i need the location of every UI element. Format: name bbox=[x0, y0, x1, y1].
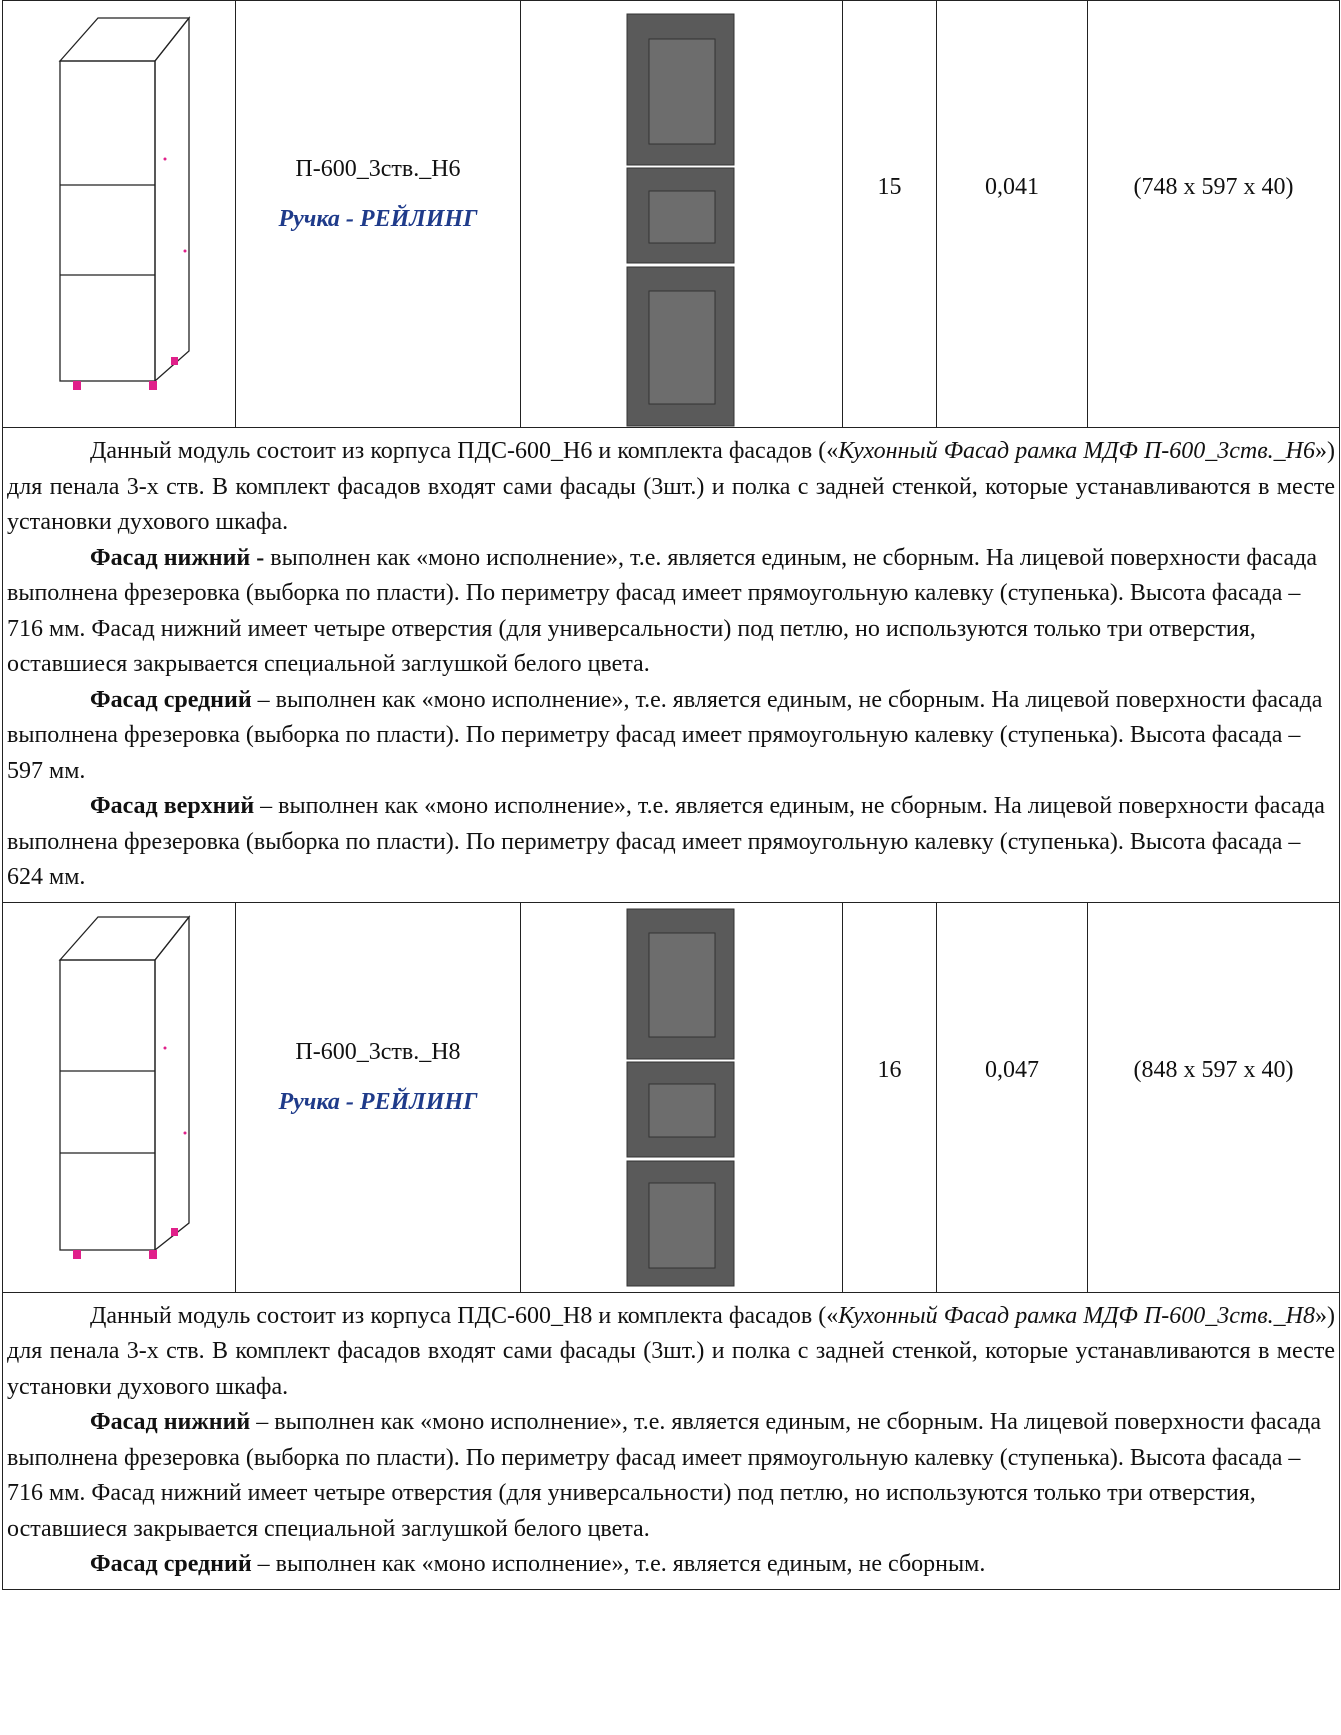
bold-lead: Фасад средний bbox=[90, 686, 252, 713]
cabinet-cell bbox=[2, 901, 236, 1293]
dimensions: (848 х 597 х 40) bbox=[1133, 1057, 1294, 1083]
module-name: П-600_3ств._Н6 bbox=[295, 156, 461, 182]
facade-drawing bbox=[626, 908, 735, 1286]
italic-text: Кухонный Фасад рамка МДФ П-600_3ств._Н8 bbox=[838, 1302, 1315, 1329]
description-row: Данный модуль состоит из корпуса ПДС-600… bbox=[2, 427, 1340, 903]
italic-text: Кухонный Фасад рамка МДФ П-600_3ств._Н6 bbox=[838, 438, 1315, 464]
paragraph: Фасад средний – выполнен как «моно испол… bbox=[7, 1547, 1335, 1583]
quantity: 16 bbox=[877, 1057, 902, 1083]
facade-cell bbox=[520, 901, 843, 1293]
description-row: Данный модуль состоит из корпуса ПДС-600… bbox=[2, 1291, 1340, 1590]
description: Данный модуль состоит из корпуса ПДС-600… bbox=[2, 1291, 1340, 1590]
quantity: 15 bbox=[877, 174, 902, 200]
volume: 0,041 bbox=[985, 174, 1039, 200]
paragraph: Фасад верхний – выполнен как «моно испол… bbox=[7, 789, 1335, 896]
cabinet-drawing bbox=[58, 16, 191, 390]
text: – выполнен как «моно исполнение», т.е. я… bbox=[7, 1409, 1322, 1542]
paragraph: Фасад средний – выполнен как «моно испол… bbox=[7, 683, 1335, 790]
name-cell: П-600_3ств._Н8 Ручка - РЕЙЛИНГ bbox=[235, 901, 521, 1293]
bold-lead: Фасад нижний - bbox=[90, 544, 265, 571]
text: Данный модуль состоит из корпуса ПДС-600… bbox=[90, 1302, 839, 1329]
volume-cell: 0,047 bbox=[936, 901, 1088, 1293]
item-row: П-600_3ств._Н8 Ручка - РЕЙЛИНГ 16 0,047 (… bbox=[2, 901, 1340, 1293]
facade-cell bbox=[520, 0, 843, 428]
text: Данный модуль состоит из корпуса ПДС-600… bbox=[90, 438, 839, 464]
dimensions: (748 х 597 х 40) bbox=[1133, 174, 1294, 200]
paragraph: Фасад нижний - выполнен как «моно исполн… bbox=[7, 541, 1335, 683]
paragraph: Фасад нижний – выполнен как «моно исполн… bbox=[7, 1405, 1335, 1547]
bold-lead: Фасад нижний bbox=[90, 1409, 251, 1435]
text: – выполнен как «моно исполнение», т.е. я… bbox=[251, 1551, 986, 1577]
text: ») для пенала 3-х ств. В комплект фасадо… bbox=[7, 1302, 1335, 1400]
handle-type: Ручка - РЕЙЛИНГ bbox=[278, 1089, 478, 1115]
dimensions-cell: (748 х 597 х 40) bbox=[1087, 0, 1340, 428]
description: Данный модуль состоит из корпуса ПДС-600… bbox=[2, 427, 1340, 903]
text: ») для пенала 3-х ств. В комплект фасадо… bbox=[7, 438, 1335, 535]
bold-lead: Фасад средний bbox=[90, 1551, 252, 1577]
quantity-cell: 15 bbox=[842, 0, 937, 428]
handle-type: Ручка - РЕЙЛИНГ bbox=[278, 206, 478, 232]
text: – выполнен как «моно исполнение», т.е. я… bbox=[7, 793, 1325, 890]
text: – выполнен как «моно исполнение», т.е. я… bbox=[7, 686, 1323, 784]
facade-drawing bbox=[626, 13, 735, 427]
dimensions-cell: (848 х 597 х 40) bbox=[1087, 901, 1340, 1293]
item-row: П-600_3ств._Н6 Ручка - РЕЙЛИНГ 15 0,041 (… bbox=[2, 0, 1340, 428]
bold-lead: Фасад верхний bbox=[90, 793, 255, 819]
text: выполнен как «моно исполнение», т.е. явл… bbox=[7, 544, 1317, 678]
cabinet-cell bbox=[2, 0, 236, 428]
volume-cell: 0,041 bbox=[936, 0, 1088, 428]
spec-table: П-600_3ств._Н6 Ручка - РЕЙЛИНГ 15 0,041 (… bbox=[2, 0, 1340, 1590]
paragraph: Данный модуль состоит из корпуса ПДС-600… bbox=[7, 1299, 1335, 1406]
quantity-cell: 16 bbox=[842, 901, 937, 1293]
volume: 0,047 bbox=[985, 1057, 1039, 1083]
paragraph: Данный модуль состоит из корпуса ПДС-600… bbox=[7, 434, 1335, 541]
module-name: П-600_3ств._Н8 bbox=[295, 1039, 461, 1065]
name-cell: П-600_3ств._Н6 Ручка - РЕЙЛИНГ bbox=[235, 0, 521, 428]
cabinet-drawing bbox=[58, 914, 191, 1259]
